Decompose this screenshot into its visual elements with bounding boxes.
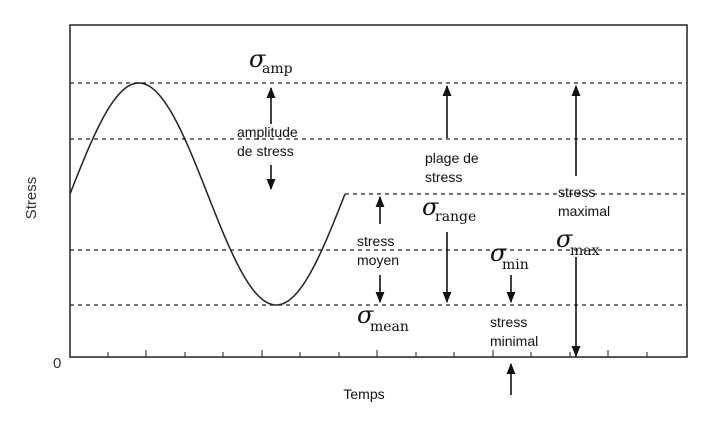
dashed-levels (70, 82, 687, 306)
sigma-range: σ range (422, 193, 476, 225)
svg-text:plage de: plage de (425, 150, 479, 166)
origin-label: 0 (53, 355, 61, 372)
arrows (266, 84, 581, 395)
sigma-amp: σ amp (249, 45, 293, 77)
svg-text:amp: amp (262, 61, 293, 77)
svg-text:range: range (435, 209, 476, 225)
svg-text:σ: σ (357, 301, 374, 329)
x-axis-label: Temps (343, 386, 384, 402)
svg-text:amplitude: amplitude (237, 124, 298, 140)
svg-text:minimal: minimal (490, 333, 538, 349)
sigma-mean: σ mean (357, 301, 409, 335)
x-axis-ticks (107, 350, 648, 357)
svg-text:σ: σ (249, 45, 266, 73)
minimal-label: stress minimal (490, 314, 538, 349)
stress-wave (69, 82, 346, 306)
svg-text:de stress: de stress (237, 143, 294, 159)
mean-label: stress moyen (357, 233, 399, 268)
range-label: plage de stress (425, 150, 479, 185)
svg-text:moyen: moyen (357, 252, 399, 268)
svg-text:stress: stress (558, 184, 595, 200)
sigma-min: σ min (490, 239, 529, 273)
svg-text:stress: stress (425, 169, 462, 185)
svg-text:stress: stress (357, 233, 394, 249)
svg-text:max: max (570, 243, 600, 259)
svg-text:stress: stress (490, 314, 527, 330)
svg-text:min: min (502, 257, 529, 273)
svg-text:σ: σ (422, 193, 439, 221)
maximal-label: stress maximal (558, 184, 610, 219)
svg-text:σ: σ (490, 239, 507, 267)
sigma-max: σ max (556, 225, 600, 259)
amplitude-label: amplitude de stress (237, 124, 298, 159)
plot-frame (69, 24, 688, 358)
svg-text:mean: mean (370, 319, 409, 335)
svg-text:maximal: maximal (558, 203, 610, 219)
y-axis-label: Stress (23, 177, 40, 220)
svg-text:σ: σ (556, 225, 573, 253)
